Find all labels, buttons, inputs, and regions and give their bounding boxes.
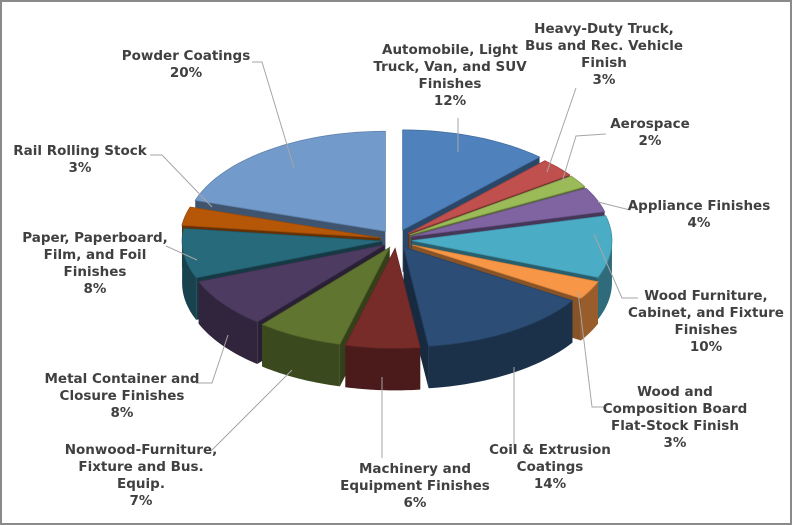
leader-line-1 <box>546 87 577 173</box>
slice-6 <box>402 246 574 347</box>
data-label-4: Wood Furniture, Cabinet, and Fixture Finis… <box>628 288 784 355</box>
data-label-12: Powder Coatings 20% <box>122 48 251 81</box>
leader-lines <box>150 61 638 458</box>
data-label-3: Appliance Finishes 4% <box>628 198 771 231</box>
slice-side-6 <box>428 300 573 389</box>
slice-11 <box>181 206 381 239</box>
pie-tops <box>181 129 613 349</box>
leader-line-8 <box>211 369 293 451</box>
leader-line-5 <box>577 291 605 408</box>
data-label-5: Wood and Composition Board Flat-Stock Fini… <box>603 384 748 451</box>
slice-side-4 <box>597 240 612 320</box>
slice-7 <box>344 247 421 349</box>
slice-8 <box>261 246 391 345</box>
leader-line-10 <box>165 245 198 261</box>
slice-2 <box>409 175 586 236</box>
slice-0 <box>402 129 541 231</box>
data-label-1: Heavy-Duty Truck, Bus and Rec. Vehicle Fin… <box>525 21 683 88</box>
slice-3 <box>410 187 606 237</box>
leader-line-9 <box>196 334 229 384</box>
data-label-9: Metal Container and Closure Finishes 8% <box>45 371 200 421</box>
slice-4 <box>411 215 613 278</box>
data-label-10: Paper, Paperboard, Film, and Foil Finishes… <box>22 230 168 297</box>
data-label-2: Aerospace 2% <box>610 116 690 149</box>
slice-side-7 <box>345 345 421 391</box>
slice-9 <box>197 244 385 323</box>
slice-side-8 <box>262 324 340 387</box>
leader-line-4 <box>593 233 638 299</box>
slice-12 <box>194 130 386 232</box>
leader-line-3 <box>597 201 631 211</box>
slice-5 <box>411 244 599 299</box>
leader-line-12 <box>252 61 295 169</box>
data-label-11: Rail Rolling Stock 3% <box>13 143 147 176</box>
leader-line-11 <box>150 154 213 208</box>
slice-side-5 <box>580 281 598 341</box>
data-label-6: Coil & Extrusion Coatings 14% <box>489 442 611 492</box>
data-label-0: Automobile, Light Truck, Van, and SUV Fini… <box>373 42 527 109</box>
data-label-7: Machinery and Equipment Finishes 6% <box>340 461 490 511</box>
slice-1 <box>407 160 571 235</box>
leader-line-2 <box>561 133 607 183</box>
slice-side-9 <box>198 281 258 364</box>
data-labels: Automobile, Light Truck, Van, and SUV Fini… <box>13 21 784 511</box>
data-label-8: Nonwood-Furniture, Fixture and Bus. Equip.… <box>65 442 218 509</box>
slice-side-6-wall <box>403 247 429 389</box>
